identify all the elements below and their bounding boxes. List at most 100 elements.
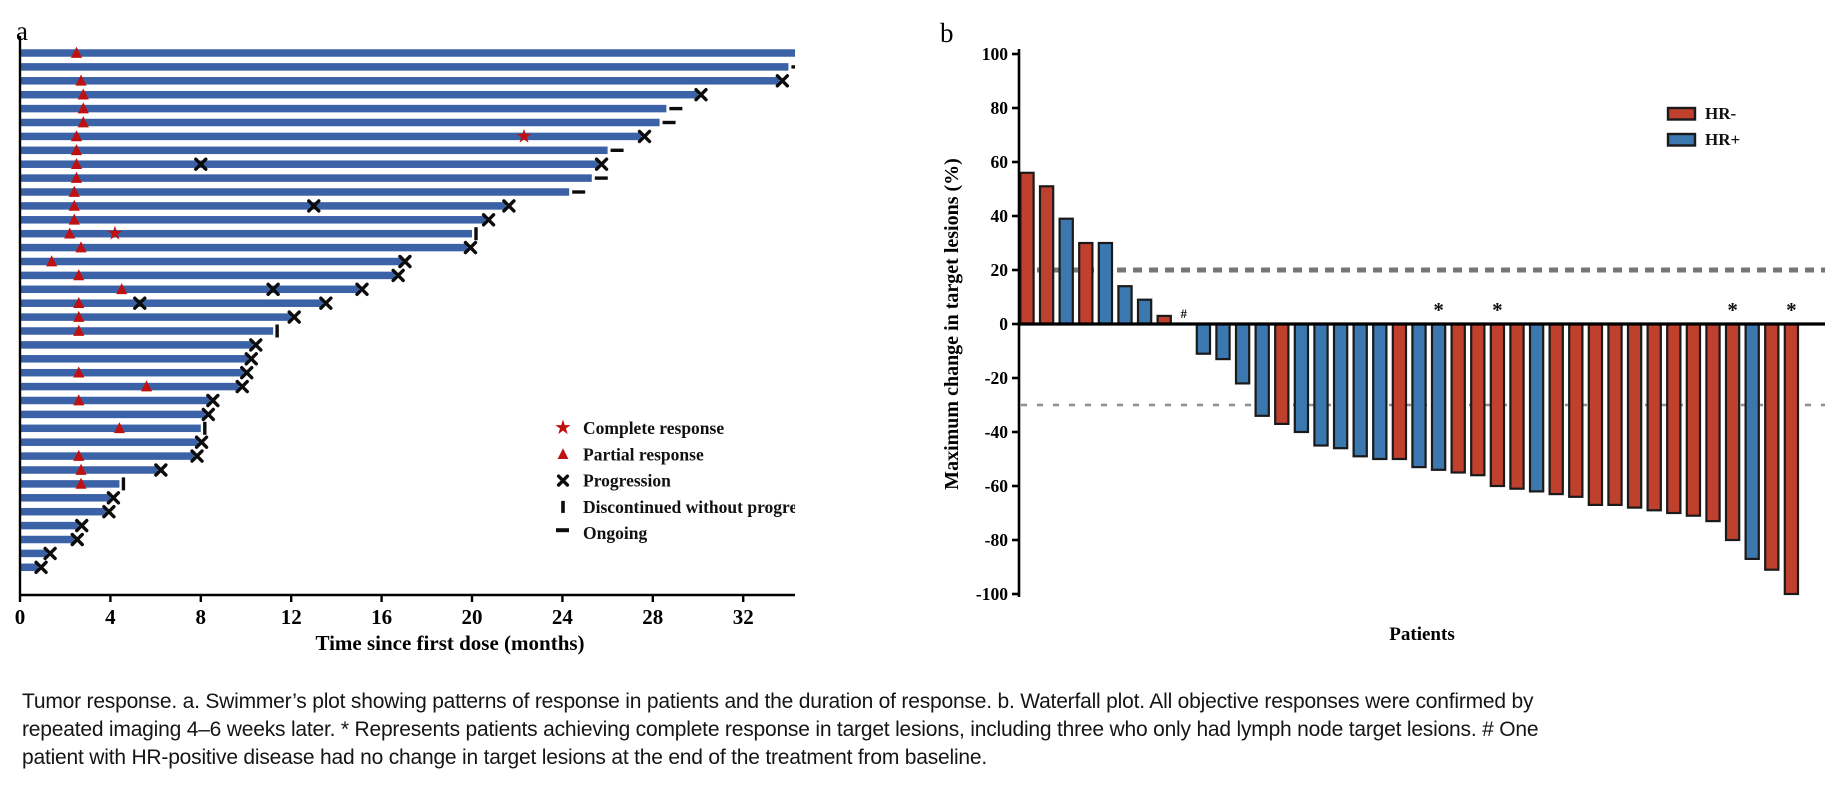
waterfall-bar bbox=[1724, 322, 1741, 542]
partial-response-triangle-icon bbox=[46, 255, 58, 267]
progression-x-icon bbox=[694, 87, 708, 102]
progression-x-icon bbox=[319, 296, 333, 310]
waterfall-bar bbox=[1411, 322, 1427, 469]
partial-response-triangle-icon bbox=[73, 269, 85, 281]
swimmer-legend-item: ★ Complete response bbox=[554, 417, 724, 439]
waterfall-bar bbox=[1352, 322, 1368, 458]
waterfall-bar bbox=[1215, 322, 1231, 361]
progression-x-icon bbox=[102, 505, 116, 519]
swimmer-bar bbox=[20, 535, 75, 544]
swimmer-bar bbox=[20, 521, 79, 530]
y-tick-label: 20 bbox=[991, 260, 1009, 280]
progression-x-icon bbox=[398, 254, 412, 269]
partial-response-triangle-icon bbox=[73, 297, 85, 309]
waterfall-bar bbox=[1313, 322, 1329, 447]
progression-x-icon bbox=[194, 157, 208, 171]
progression-x-icon bbox=[206, 393, 220, 408]
waterfall-bar bbox=[1568, 322, 1584, 498]
x-tick-label: 4 bbox=[105, 605, 116, 629]
progression-x-icon bbox=[154, 463, 168, 477]
swimmer-bar bbox=[20, 160, 599, 168]
swimmer-bar bbox=[20, 313, 292, 321]
waterfall-bar bbox=[1666, 322, 1682, 515]
progression-x-icon bbox=[106, 491, 121, 505]
partial-response-triangle-icon bbox=[77, 88, 89, 100]
x-tick-label: 12 bbox=[281, 605, 302, 629]
panel-a-label: a bbox=[16, 16, 28, 46]
swimmer-bar bbox=[20, 466, 158, 474]
partial-response-triangle-icon bbox=[64, 227, 76, 239]
swimmer-bar bbox=[20, 396, 210, 405]
partial-response-triangle-icon bbox=[70, 144, 83, 156]
waterfall-bar bbox=[1587, 322, 1604, 506]
swimmer-bar bbox=[20, 243, 468, 252]
swimmer-bar bbox=[20, 507, 106, 516]
swimmer-bar bbox=[20, 285, 359, 294]
swimmer-bar bbox=[20, 229, 472, 238]
waterfall-bar bbox=[1117, 285, 1133, 326]
waterfall-bar bbox=[1646, 322, 1662, 512]
progression-x-icon bbox=[244, 352, 258, 366]
waterfall-bar bbox=[1234, 322, 1251, 385]
progression-x-icon bbox=[391, 268, 405, 283]
progression-x-icon bbox=[594, 157, 609, 171]
swimmer-bar bbox=[20, 549, 48, 558]
waterfall-plot-svg: b # * * * * 100 80 60 40 20 0 -20 -40 -60 -80 -100 Maximu… bbox=[940, 18, 1825, 645]
legend-label: HR- bbox=[1705, 104, 1737, 123]
waterfall-bar bbox=[1293, 322, 1310, 434]
progression-x-icon bbox=[75, 518, 89, 533]
legend-label: Discontinued without progression bbox=[583, 497, 795, 517]
legend-triangle-icon bbox=[557, 448, 569, 459]
y-tick-label: 40 bbox=[991, 206, 1009, 226]
partial-response-triangle-icon bbox=[73, 324, 85, 336]
progression-x-icon bbox=[481, 213, 496, 227]
complete-response-asterisk: * bbox=[1727, 298, 1738, 322]
swimmer-bar bbox=[20, 355, 249, 363]
waterfall-bar bbox=[1058, 217, 1074, 326]
swimmer-bar bbox=[20, 188, 570, 196]
partial-response-triangle-icon bbox=[116, 283, 128, 295]
progression-x-icon bbox=[249, 338, 263, 352]
y-tick-label: -20 bbox=[985, 368, 1009, 388]
y-tick-label: -40 bbox=[985, 422, 1009, 442]
swimmer-bar bbox=[20, 216, 486, 224]
partial-response-triangle-icon bbox=[73, 310, 85, 322]
y-tick-label: 100 bbox=[982, 44, 1009, 64]
progression-x-icon bbox=[201, 407, 216, 422]
swimmer-bar bbox=[20, 257, 402, 266]
progression-x-icon bbox=[307, 199, 321, 213]
swimmer-bar bbox=[20, 77, 780, 85]
x-tick-label: 24 bbox=[552, 605, 574, 629]
waterfall-plot-panel: b # * * * * 100 80 60 40 20 0 -20 -40 -60 -80 -100 Maximu… bbox=[795, 0, 1835, 660]
progression-x-icon bbox=[266, 282, 280, 296]
partial-response-triangle-icon bbox=[70, 130, 83, 142]
progression-x-icon bbox=[240, 366, 254, 380]
legend-label: Complete response bbox=[583, 418, 724, 438]
swimmer-bar bbox=[20, 118, 660, 127]
waterfall-bar bbox=[1450, 322, 1466, 474]
y-tick-label: -100 bbox=[976, 584, 1008, 604]
waterfall-legend-item: HR+ bbox=[1666, 130, 1740, 149]
waterfall-bar bbox=[1783, 322, 1800, 596]
legend-label: Progression bbox=[583, 471, 671, 491]
waterfall-bar bbox=[1470, 322, 1486, 477]
complete-response-asterisk: * bbox=[1433, 298, 1444, 322]
swimmer-bar bbox=[20, 341, 253, 349]
waterfall-bar bbox=[1548, 322, 1564, 496]
no-change-hash: # bbox=[1181, 306, 1188, 321]
progression-x-icon bbox=[637, 129, 652, 144]
legend-label: Ongoing bbox=[583, 523, 647, 543]
waterfall-bar bbox=[1528, 322, 1545, 493]
waterfall-legend-item: HR- bbox=[1666, 104, 1737, 123]
swimmer-bar bbox=[20, 202, 506, 210]
swimmer-bar bbox=[20, 438, 199, 446]
waterfall-bar bbox=[1254, 322, 1270, 417]
legend-star-icon: ★ bbox=[554, 417, 572, 439]
swimmer-bar bbox=[20, 368, 244, 377]
partial-response-triangle-icon bbox=[73, 394, 85, 406]
swimmer-bar bbox=[20, 494, 111, 502]
progression-x-icon bbox=[775, 74, 790, 88]
swimmer-legend-item: Discontinued without progression bbox=[561, 497, 795, 517]
partial-response-triangle-icon bbox=[140, 380, 153, 392]
waterfall-bar bbox=[1764, 322, 1780, 571]
